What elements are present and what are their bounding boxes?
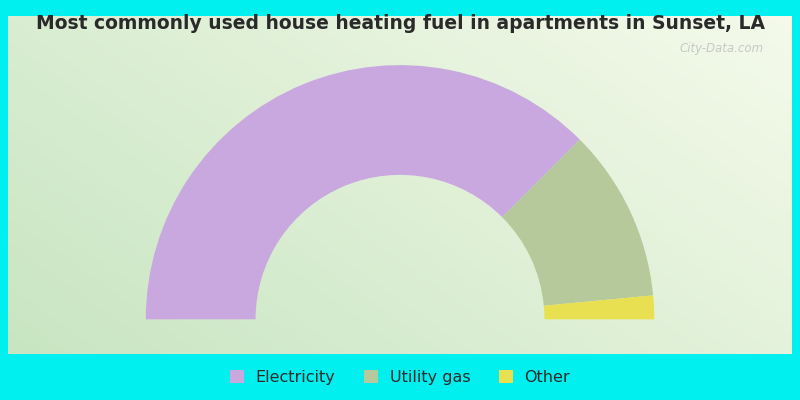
Text: City-Data.com: City-Data.com (680, 42, 764, 55)
Legend: Electricity, Utility gas, Other: Electricity, Utility gas, Other (230, 369, 570, 385)
Wedge shape (502, 140, 653, 306)
Wedge shape (544, 296, 654, 319)
Wedge shape (146, 65, 580, 319)
Text: Most commonly used house heating fuel in apartments in Sunset, LA: Most commonly used house heating fuel in… (35, 14, 765, 33)
